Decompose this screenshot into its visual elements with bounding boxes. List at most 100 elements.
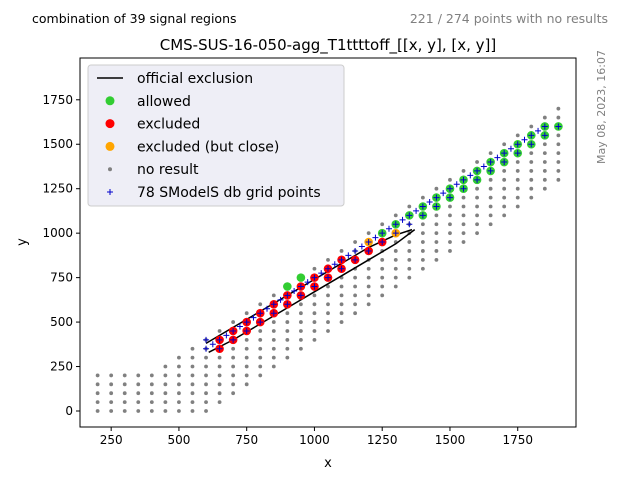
no-result-point [149, 391, 154, 396]
no-result-point [353, 240, 358, 244]
no-result-point [177, 382, 181, 387]
allowed-point [283, 282, 292, 291]
no-result-point [312, 337, 317, 342]
smodels-grid-point [460, 176, 467, 183]
no-result-point [136, 409, 141, 413]
smodels-grid-point [555, 123, 562, 130]
smodels-grid-point [277, 296, 284, 303]
smodels-grid-point [474, 176, 481, 183]
x-axis: 250 500 750 1000 1250 1500 1750 [100, 427, 533, 447]
smodels-grid-point [264, 305, 271, 312]
no-result-point [380, 257, 385, 262]
no-result-point [380, 284, 385, 289]
no-result-point [312, 311, 317, 316]
no-result-point [326, 302, 330, 307]
no-result-point [461, 204, 466, 209]
no-result-point [190, 373, 195, 378]
no-result-point [502, 195, 507, 200]
no-result-point [366, 284, 371, 289]
no-result-point [217, 355, 222, 360]
no-result-point [231, 391, 236, 396]
no-result-point [407, 266, 412, 271]
smodels-grid-point [392, 230, 399, 237]
smodels-grid-point [460, 185, 467, 192]
no-result-point [204, 400, 208, 405]
no-result-point [461, 169, 466, 173]
no-result-point [556, 133, 561, 138]
legend-plus-swatch [107, 189, 113, 195]
no-result-point [502, 169, 507, 173]
no-result-point [190, 409, 195, 413]
no-result-point [542, 151, 547, 156]
no-result-point [488, 151, 493, 156]
legend: official exclusion allowed excluded exclude… [87, 64, 345, 207]
date-stamp: May 08, 2023, 16:07 [595, 50, 608, 164]
no-result-point [475, 186, 479, 191]
smodels-grid-point [250, 314, 257, 321]
no-result-point [353, 311, 358, 316]
no-result-point [122, 400, 127, 405]
no-result-point [258, 329, 263, 333]
no-result-point [285, 355, 290, 360]
no-result-point [529, 195, 534, 200]
no-result-point [244, 355, 249, 360]
no-result-point [380, 266, 385, 271]
no-result-point [312, 302, 317, 307]
no-result-point [420, 240, 425, 244]
no-result-point [95, 391, 100, 396]
no-result-point [244, 346, 249, 351]
smodels-grid-point [203, 345, 210, 352]
no-result-point [177, 391, 181, 396]
no-result-point [393, 249, 398, 253]
no-result-point [529, 124, 534, 129]
smodels-grid-point [453, 181, 460, 188]
no-result-point [556, 177, 561, 182]
smodels-grid-point [352, 247, 359, 254]
y-tick-label: 500 [50, 315, 73, 329]
x-tick-label: 500 [167, 433, 190, 447]
no-result-point [244, 382, 249, 387]
no-result-point [312, 293, 317, 298]
y-axis: 0 250 500 750 1000 1250 1500 1750 [42, 93, 80, 418]
no-result-point [529, 169, 534, 173]
no-result-point [136, 400, 141, 405]
no-result-point [298, 311, 303, 316]
smodels-grid-point [325, 274, 331, 281]
no-result-point [556, 106, 561, 111]
no-result-point [190, 400, 195, 405]
no-result-point [434, 222, 439, 227]
no-result-point [217, 391, 222, 396]
smodels-grid-point [230, 336, 237, 343]
no-result-point [475, 160, 479, 164]
no-result-point [163, 391, 168, 396]
y-tick-label: 1500 [42, 137, 73, 151]
smodels-grid-point [406, 212, 413, 219]
smodels-grid-point [379, 230, 386, 237]
no-result-point [136, 382, 141, 387]
no-result-point [95, 373, 100, 378]
no-result-point [380, 275, 385, 280]
smodels-grid-point [446, 185, 453, 192]
no-result-point [366, 275, 371, 280]
no-result-point [515, 177, 520, 182]
y-tick-label: 0 [65, 404, 73, 418]
no-result-point [149, 409, 154, 413]
smodels-grid-point [541, 123, 548, 130]
no-result-point [244, 364, 249, 369]
smodels-grid-point [257, 310, 264, 317]
no-result-point [420, 249, 425, 253]
no-result-point [298, 346, 303, 351]
smodels-grid-point [230, 327, 237, 334]
no-result-point [136, 391, 141, 396]
no-result-point [231, 373, 236, 378]
legend-label: no result [137, 162, 199, 178]
smodels-grid-point [257, 319, 264, 326]
no-result-point [339, 302, 344, 307]
legend-dot-swatch [105, 96, 115, 106]
no-result-point [271, 337, 276, 342]
smodels-grid-point [514, 141, 521, 148]
smodels-grid-point [338, 256, 345, 263]
no-result-point [163, 364, 168, 369]
no-result-point [122, 373, 127, 378]
smodels-grid-point [345, 252, 352, 259]
